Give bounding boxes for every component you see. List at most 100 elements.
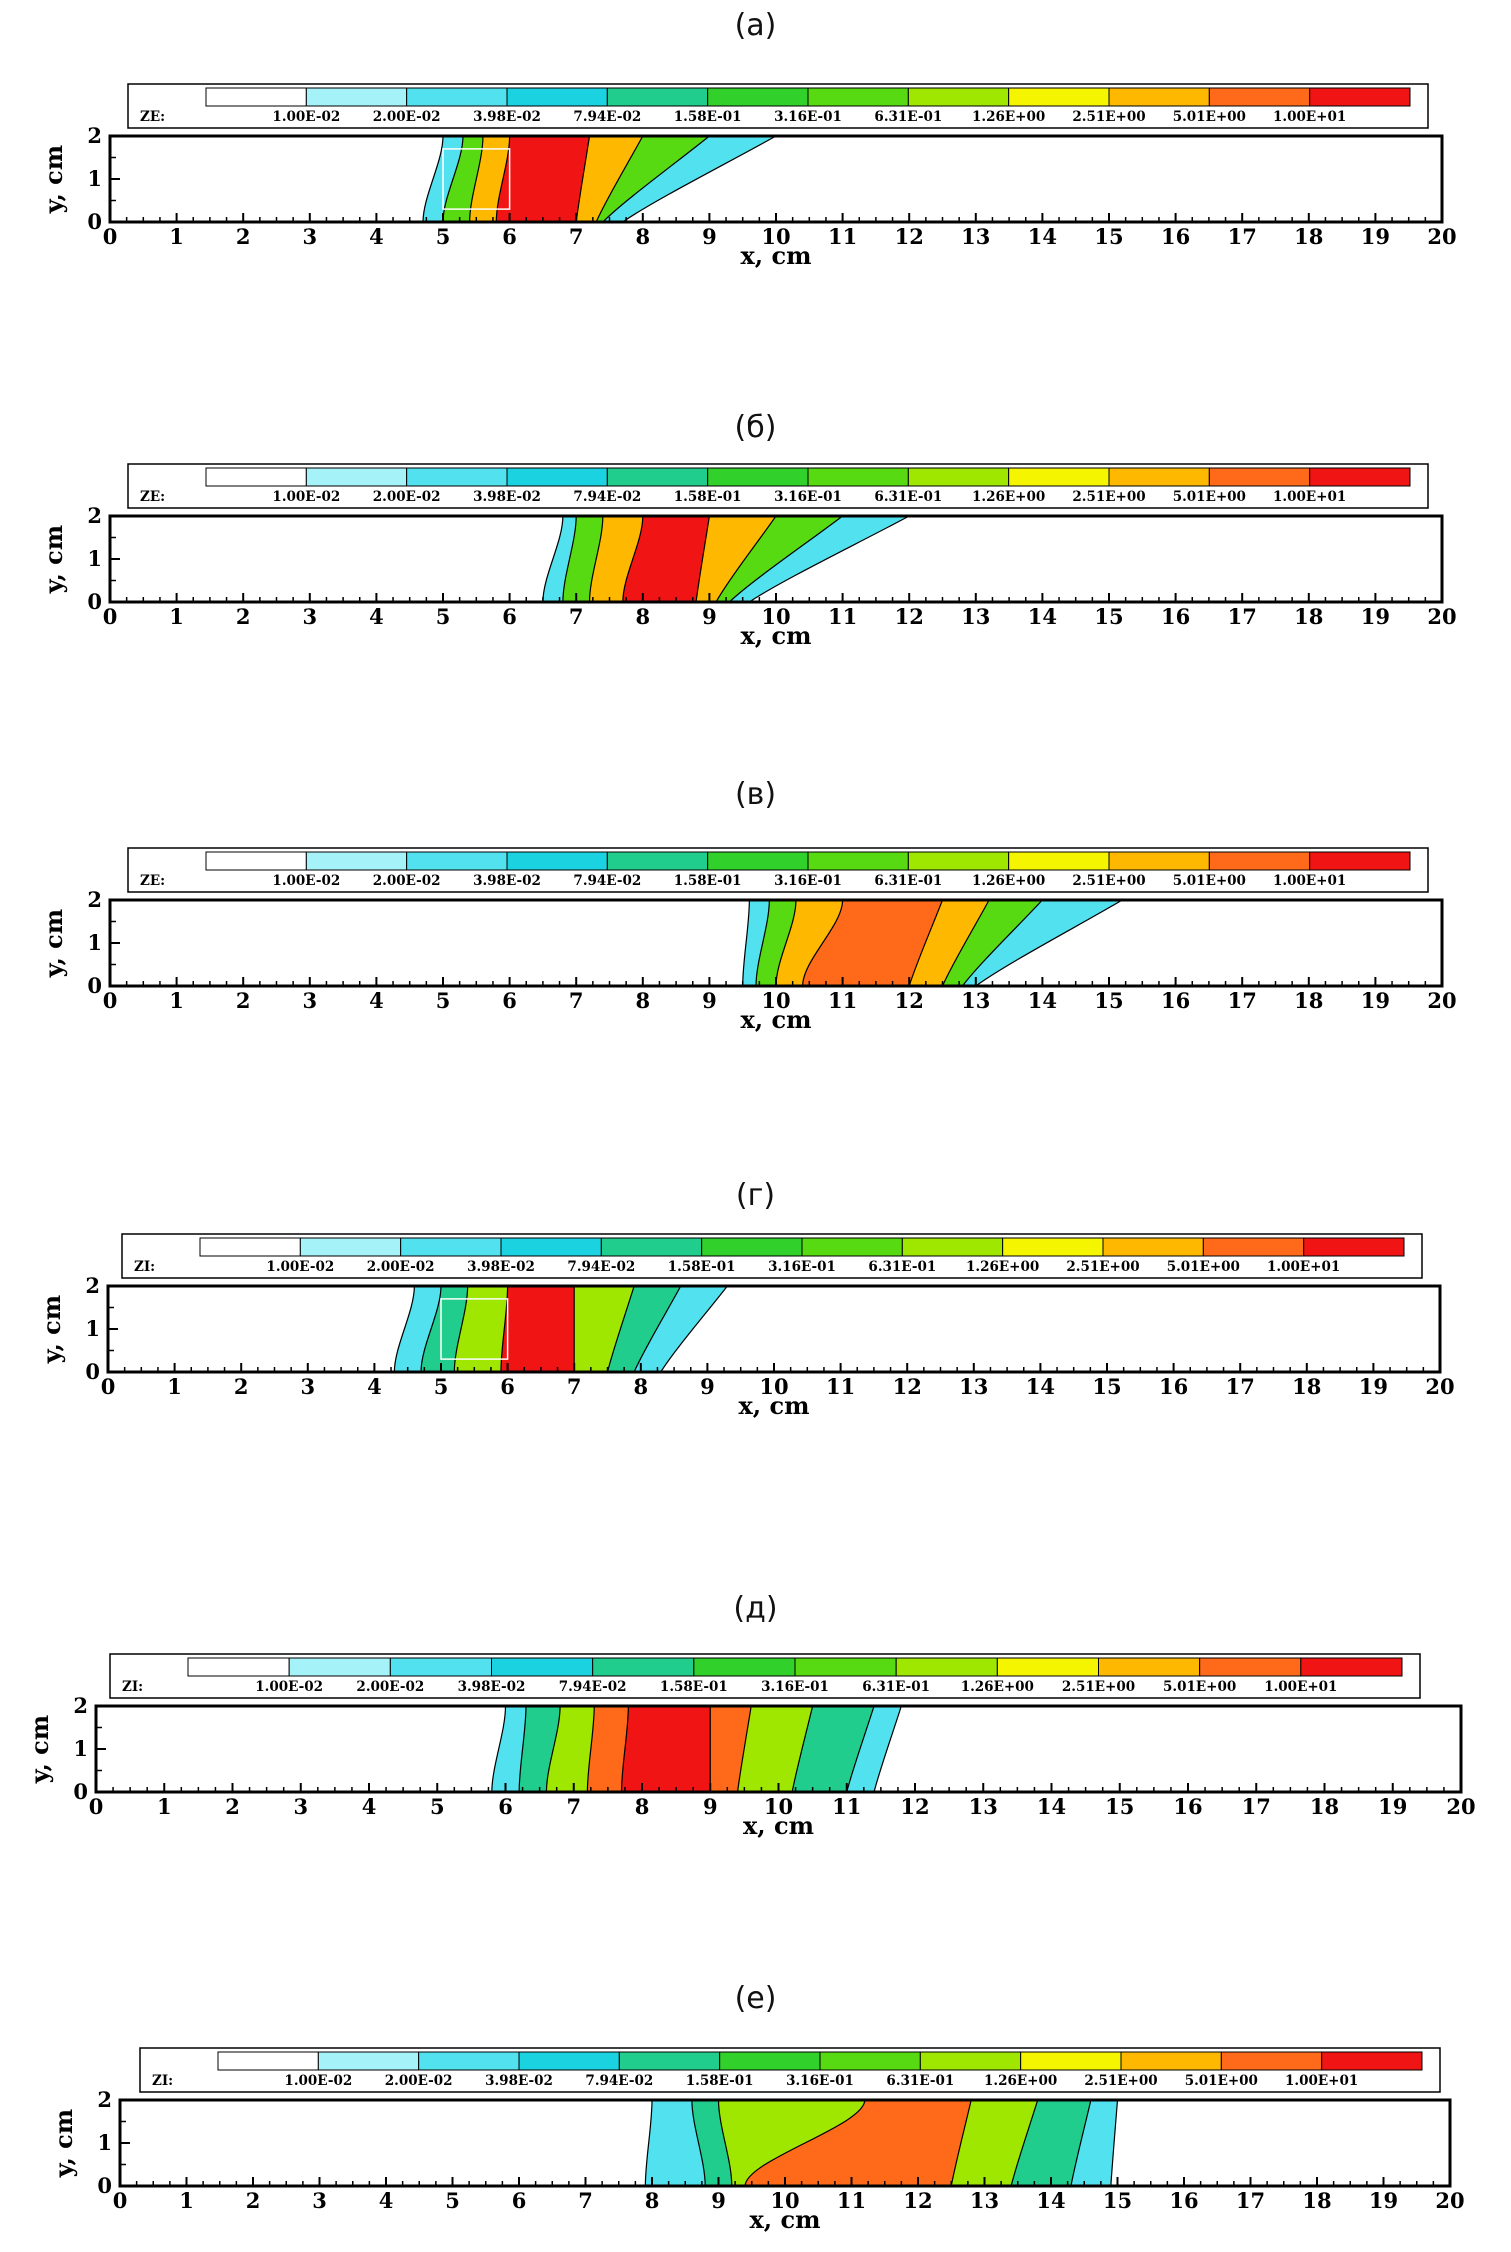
legend-swatch: [1008, 87, 1110, 107]
legend-level-label: 1.00E+01: [1267, 1259, 1340, 1275]
legend-swatch: [305, 87, 408, 107]
x-tick-label: 4: [379, 2188, 394, 2213]
legend-level-label: 1.58E-01: [674, 109, 742, 125]
legend-level-label: 5.01E+00: [1185, 2073, 1258, 2089]
legend-level-label: 3.16E-01: [761, 1679, 829, 1695]
legend-level-label: 3.16E-01: [774, 873, 842, 889]
x-tick-label: 6: [502, 988, 517, 1013]
legend-level-label: 7.94E-02: [585, 2073, 653, 2089]
x-tick-label: 11: [828, 988, 857, 1013]
legend-swatch: [205, 467, 307, 487]
panel-caption: (б): [734, 410, 777, 445]
legend-swatch: [500, 1237, 602, 1257]
legend-variable-label: ZI:: [152, 2073, 173, 2089]
legend-level-label: 1.00E+01: [1273, 489, 1346, 505]
legend-level-label: 1.26E+00: [961, 1679, 1034, 1695]
x-tick-label: 4: [369, 224, 384, 249]
legend-level-label: 2.51E+00: [1072, 489, 1145, 505]
legend-swatch: [506, 851, 608, 871]
x-tick-label: 18: [1302, 2188, 1331, 2213]
legend-level-label: 1.58E-01: [660, 1679, 728, 1695]
x-axis-title: x, cm: [740, 1005, 811, 1034]
x-tick-label: 14: [1028, 604, 1057, 629]
legend-swatch: [592, 1657, 695, 1677]
y-axis-title: y, cm: [39, 909, 68, 978]
legend-level-label: 5.01E+00: [1173, 489, 1246, 505]
x-tick-label: 3: [302, 604, 317, 629]
legend-level-label: 1.26E+00: [972, 109, 1045, 125]
x-tick-label: 8: [645, 2188, 660, 2213]
contour-chart-e: ZI: 1.00E-02 2.00E-02 3.98E-02 7.94E-02 1.58E…: [25, 1653, 1476, 1840]
legend-level-label: 2.51E+00: [1062, 1679, 1135, 1695]
legend-variable-label: ZI:: [122, 1679, 143, 1695]
x-tick-label: 16: [1173, 1794, 1202, 1819]
x-tick-label: 0: [101, 1374, 116, 1399]
legend-swatch: [600, 1237, 703, 1257]
contour-band: [802, 900, 944, 986]
x-tick-label: 11: [837, 2188, 866, 2213]
x-tick-label: 15: [1092, 1374, 1121, 1399]
legend-swatch: [901, 1237, 1004, 1257]
y-tick-label: 2: [87, 123, 102, 148]
legend-swatch: [406, 87, 508, 107]
x-tick-label: 2: [246, 2188, 261, 2213]
legend-swatch: [1321, 2051, 1423, 2071]
x-tick-label: 17: [1242, 1794, 1271, 1819]
legend-swatch: [506, 87, 608, 107]
x-tick-label: 14: [1037, 1794, 1066, 1819]
legend-swatch: [305, 467, 408, 487]
x-axis: 0 1 2 3 4 5 6 7 8 9 10 11 12 13 14 15 16 17 18 19 20x, cm: [89, 1783, 1476, 1840]
legend-swatch: [996, 1657, 1099, 1677]
x-tick-label: 12: [895, 988, 924, 1013]
x-tick-label: 19: [1359, 1374, 1388, 1399]
legend-level-label: 1.00E+01: [1273, 109, 1346, 125]
y-tick-label: 1: [87, 930, 102, 955]
x-tick-label: 5: [434, 1374, 449, 1399]
legend-swatch: [895, 1657, 998, 1677]
x-tick-label: 2: [236, 988, 251, 1013]
x-axis: 0 1 2 3 4 5 6 7 8 9 10 11 12 13 14 15 16 17 18 19 20x, cm: [101, 1363, 1455, 1420]
legend-level-label: 1.58E-01: [674, 489, 742, 505]
x-tick-label: 4: [367, 1374, 382, 1399]
x-tick-label: 14: [1036, 2188, 1065, 2213]
x-tick-label: 18: [1310, 1794, 1339, 1819]
legend-swatch: [707, 467, 809, 487]
legend-level-label: 6.31E-01: [886, 2073, 954, 2089]
x-tick-label: 6: [500, 1374, 515, 1399]
legend-swatch: [406, 851, 508, 871]
legend-swatch: [406, 467, 508, 487]
contour-band: [622, 516, 711, 602]
x-tick-label: 7: [566, 1794, 581, 1819]
y-axis-title: y, cm: [25, 1715, 54, 1784]
x-tick-label: 19: [1369, 2188, 1398, 2213]
legend-level-label: 1.00E-02: [272, 489, 340, 505]
legend-swatch: [907, 851, 1010, 871]
x-tick-label: 5: [436, 988, 451, 1013]
x-tick-label: 8: [633, 1374, 648, 1399]
x-tick-label: 16: [1161, 988, 1190, 1013]
legend-swatch: [794, 1657, 897, 1677]
panel-caption: (в): [734, 777, 777, 812]
x-tick-label: 9: [702, 988, 717, 1013]
x-tick-label: 1: [169, 604, 184, 629]
legend-level-label: 7.94E-02: [573, 489, 641, 505]
legend-swatch: [1208, 87, 1311, 107]
plot-background: [108, 1286, 1440, 1372]
legend-level-label: 2.51E+00: [1072, 109, 1145, 125]
x-tick-label: 11: [832, 1794, 861, 1819]
legend-level-label: 1.58E-01: [674, 873, 742, 889]
legend-swatch: [518, 2051, 620, 2071]
legend-level-label: 2.00E-02: [356, 1679, 424, 1695]
legend-level-label: 3.16E-01: [768, 1259, 836, 1275]
contour-band: [495, 136, 591, 222]
x-tick-label: 8: [635, 604, 650, 629]
legend-level-label: 5.01E+00: [1173, 109, 1246, 125]
contour-field: [120, 2100, 1450, 2186]
y-axis: 0 1 2 y, cm: [39, 123, 120, 234]
x-tick-label: 0: [89, 1794, 104, 1819]
x-tick-label: 13: [961, 988, 990, 1013]
legend-swatch: [187, 1657, 290, 1677]
y-tick-label: 2: [97, 2087, 112, 2112]
y-tick-label: 1: [87, 546, 102, 571]
legend-swatch: [205, 87, 307, 107]
